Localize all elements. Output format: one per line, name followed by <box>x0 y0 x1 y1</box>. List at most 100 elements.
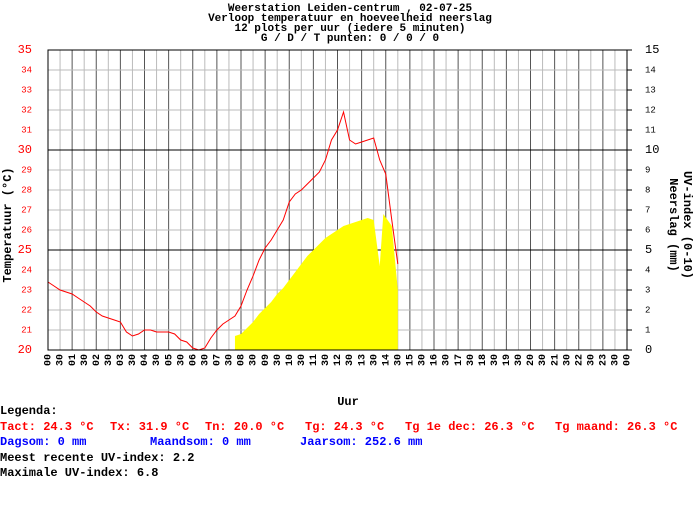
x-tick-label: 00 <box>44 354 55 366</box>
x-tick-label: 30 <box>176 354 187 366</box>
plot-frame <box>47 49 628 351</box>
y-tick-label: 21 <box>21 325 32 335</box>
x-tick-label: 02 <box>92 354 103 366</box>
x-tick-label: 30 <box>538 354 549 366</box>
y2-tick-label: 1 <box>645 325 650 335</box>
x-tick-label: 30 <box>490 354 501 366</box>
x-tick-label: 30 <box>466 354 477 366</box>
y2-tick-label: 8 <box>645 185 650 195</box>
x-tick-label: 30 <box>152 354 163 366</box>
x-tick-label: 30 <box>225 354 236 366</box>
uv-area <box>234 214 398 350</box>
x-tick-label: 15 <box>406 354 417 366</box>
x-tick-label: 01 <box>68 354 79 366</box>
x-tick-label: 11 <box>309 354 320 366</box>
x-tick-label: 18 <box>478 354 489 366</box>
y-tick-label: 28 <box>21 185 32 195</box>
x-tick-label: 08 <box>237 354 248 366</box>
y2-tick-label: 13 <box>645 85 656 95</box>
y2-tick-label: 3 <box>645 285 650 295</box>
x-tick-label: 06 <box>188 354 199 366</box>
x-tick-label: 30 <box>321 354 332 366</box>
x-tick-label: 30 <box>586 354 597 366</box>
x-tick-label: 30 <box>80 354 91 366</box>
y2-tick-label: 12 <box>645 105 656 115</box>
chart-title: Weerstation Leiden-centrum , 02-07-25 <box>228 3 473 15</box>
x-tick-label: 17 <box>454 354 465 366</box>
x-tick-label: 30 <box>611 354 622 366</box>
y-tick-label: 20 <box>18 343 32 357</box>
y-tick-label: 31 <box>21 125 32 135</box>
x-tick-label: 21 <box>550 354 561 366</box>
x-tick-label: 30 <box>418 354 429 366</box>
y2-tick-label: 10 <box>645 143 659 157</box>
chart-subtitle: Verloop temperatuur en hoeveelheid neers… <box>208 13 492 25</box>
y-tick-label: 33 <box>21 85 32 95</box>
x-tick-label: 14 <box>381 354 392 366</box>
x-tick-label: 16 <box>430 354 441 366</box>
chart-subtitle: G / D / T punten: 0 / 0 / 0 <box>261 33 439 45</box>
x-tick-label: 30 <box>345 354 356 366</box>
x-tick-label: 19 <box>502 354 513 366</box>
legend-item: Tg 1e dec: 26.3 °C <box>405 420 535 434</box>
legend-item: Maandsom: 0 mm <box>150 435 251 449</box>
y2-tick-label: 6 <box>645 225 650 235</box>
y-tick-label: 35 <box>18 43 32 57</box>
x-tick-label: 03 <box>116 354 127 366</box>
legend-item: Tx: 31.9 °C <box>110 420 189 434</box>
temperature-line <box>47 110 399 351</box>
y2-axis-label: Neerslag (mm) <box>666 178 680 272</box>
y-tick-label: 24 <box>21 265 32 275</box>
y-tick-label: 22 <box>21 305 32 315</box>
y2-tick-label: 2 <box>645 305 650 315</box>
y2-tick-label: 5 <box>645 243 652 257</box>
legend-item: Tact: 24.3 °C <box>0 420 94 434</box>
x-tick-label: 30 <box>562 354 573 366</box>
x-tick-label: 30 <box>393 354 404 366</box>
x-tick-label: 30 <box>514 354 525 366</box>
y2-tick-label: 11 <box>645 125 656 135</box>
legend-heading: Legenda: <box>0 404 58 418</box>
y-tick-label: 23 <box>21 285 32 295</box>
x-tick-label: 30 <box>249 354 260 366</box>
y-tick-label: 27 <box>21 205 32 215</box>
y2-tick-label: 4 <box>645 265 650 275</box>
y2-tick-label: 14 <box>645 65 656 75</box>
x-tick-label: 30 <box>200 354 211 366</box>
legend-item: Dagsom: 0 mm <box>0 435 86 449</box>
legend-item: Jaarsom: 252.6 mm <box>300 435 422 449</box>
y2-tick-label: 0 <box>645 343 652 357</box>
x-tick-label: 30 <box>273 354 284 366</box>
x-tick-label: 22 <box>574 354 585 366</box>
x-axis-label: Uur <box>337 395 359 409</box>
x-tick-label: 23 <box>599 354 610 366</box>
legend-item: Tg maand: 26.3 °C <box>555 420 677 434</box>
x-tick-label: 30 <box>128 354 139 366</box>
y-axis-label: Temperatuur (°C) <box>1 167 15 282</box>
y-tick-label: 30 <box>18 143 32 157</box>
x-tick-label: 05 <box>164 354 175 366</box>
y2-tick-label: 9 <box>645 165 650 175</box>
y-tick-label: 26 <box>21 225 32 235</box>
x-tick-label: 04 <box>140 354 151 366</box>
x-tick-label: 30 <box>297 354 308 366</box>
y2-tick-label: 7 <box>645 205 650 215</box>
y-tick-label: 25 <box>18 243 32 257</box>
x-tick-label: 30 <box>442 354 453 366</box>
x-tick-label: 10 <box>285 354 296 366</box>
x-tick-label: 20 <box>526 354 537 366</box>
x-tick-label: 09 <box>261 354 272 366</box>
legend-item: Tg: 24.3 °C <box>305 420 384 434</box>
x-tick-label: 00 <box>623 354 634 366</box>
x-tick-label: 12 <box>333 354 344 366</box>
y2-tick-label: 15 <box>645 43 659 57</box>
x-tick-label: 07 <box>213 354 224 366</box>
x-tick-label: 30 <box>104 354 115 366</box>
legend-item: Maximale UV-index: 6.8 <box>0 466 158 480</box>
x-tick-label: 13 <box>357 354 368 366</box>
x-tick-label: 30 <box>56 354 67 366</box>
y2-axis-label: UV-index (0-10) <box>680 171 694 279</box>
chart-subtitle: 12 plots per uur (iedere 5 minuten) <box>234 23 465 35</box>
y-tick-label: 34 <box>21 65 32 75</box>
